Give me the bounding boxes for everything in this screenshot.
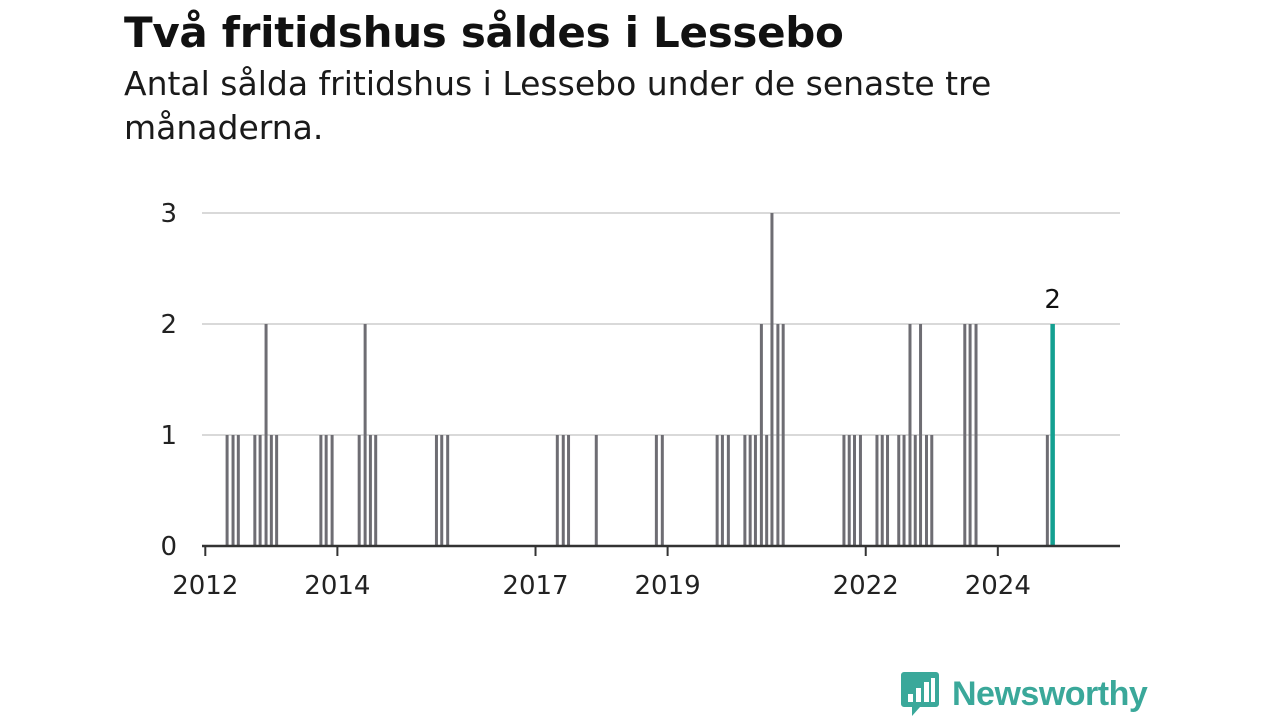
bar xyxy=(897,435,901,546)
bar xyxy=(654,435,658,546)
bar xyxy=(880,435,884,546)
bar xyxy=(368,435,372,546)
bar xyxy=(913,435,917,546)
bar xyxy=(269,435,273,546)
x-tick-label: 2012 xyxy=(172,571,238,601)
bar xyxy=(363,324,367,546)
bar xyxy=(330,435,334,546)
bar xyxy=(842,435,846,546)
bar-chart-speech-icon xyxy=(901,672,939,716)
x-axis-ticks: 2012 2014 2017 2019 2022 2024 xyxy=(172,546,1031,601)
bar xyxy=(374,435,378,546)
bar xyxy=(720,435,724,546)
bar xyxy=(275,435,279,546)
bar xyxy=(258,435,262,546)
bar xyxy=(908,324,912,546)
bar xyxy=(1045,435,1049,546)
bar xyxy=(974,324,978,546)
bar xyxy=(561,435,565,546)
bar xyxy=(446,435,450,546)
bar xyxy=(236,435,240,546)
bar xyxy=(748,435,752,546)
bar xyxy=(726,435,730,546)
y-tick-label: 1 xyxy=(160,421,177,451)
bar xyxy=(930,435,934,546)
bar xyxy=(776,324,780,546)
bar xyxy=(919,324,923,546)
bar xyxy=(743,435,747,546)
bar xyxy=(357,435,361,546)
highlight-value-label: 2 xyxy=(1044,285,1061,315)
bar xyxy=(770,213,774,546)
bar xyxy=(781,324,785,546)
bar xyxy=(434,435,438,546)
bar xyxy=(264,324,268,546)
x-tick-label: 2022 xyxy=(833,571,899,601)
x-tick-label: 2019 xyxy=(635,571,701,601)
gridlines xyxy=(202,212,1120,436)
bar xyxy=(324,435,328,546)
bars xyxy=(225,213,1055,546)
y-axis-ticks: 0 1 2 3 xyxy=(160,199,177,562)
x-tick-label: 2014 xyxy=(304,571,370,601)
bar xyxy=(440,435,444,546)
bar xyxy=(902,435,906,546)
x-tick-label: 2017 xyxy=(502,571,568,601)
bar xyxy=(968,324,972,546)
bar xyxy=(660,435,664,546)
chart-title: Två fritidshus såldes i Lessebo xyxy=(124,8,844,57)
x-tick-label: 2024 xyxy=(965,571,1031,601)
bar xyxy=(319,435,323,546)
bar xyxy=(753,435,757,546)
bar xyxy=(875,435,879,546)
bar xyxy=(225,435,229,546)
y-tick-label: 2 xyxy=(160,310,177,340)
bar xyxy=(567,435,571,546)
data-labels: 2 xyxy=(1044,285,1061,315)
bar xyxy=(858,435,862,546)
bar xyxy=(594,435,598,546)
bar xyxy=(715,435,719,546)
bar xyxy=(253,435,257,546)
y-tick-label: 3 xyxy=(160,199,177,229)
bar xyxy=(555,435,559,546)
bar xyxy=(963,324,967,546)
bar xyxy=(886,435,890,546)
brand-name: Newsworthy xyxy=(952,674,1148,713)
bar xyxy=(853,435,857,546)
newsworthy-logo: Newsworthy xyxy=(900,670,1148,718)
bar xyxy=(847,435,851,546)
chart-subtitle: Antal sålda fritidshus i Lessebo under d… xyxy=(124,64,992,147)
y-tick-label: 0 xyxy=(160,532,177,562)
bar xyxy=(765,435,769,546)
bar-highlight xyxy=(1050,324,1055,546)
bar xyxy=(231,435,235,546)
bar xyxy=(759,324,763,546)
bar xyxy=(924,435,928,546)
